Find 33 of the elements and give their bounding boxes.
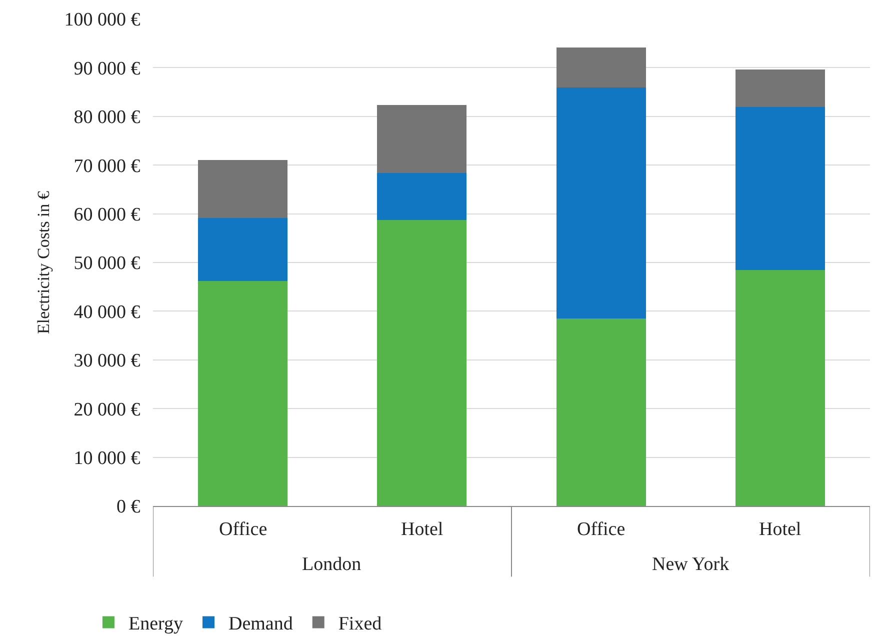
x-tick-label: Hotel [401, 519, 444, 540]
bar [377, 220, 467, 506]
bar [556, 318, 646, 506]
y-tick-label: 90 000 € [74, 58, 141, 80]
legend-label: Fixed [338, 614, 382, 635]
y-tick-label: 40 000 € [74, 302, 141, 323]
y-tick-label: 10 000 € [74, 448, 141, 469]
y-axis-title: Electricity Costs in € [34, 190, 53, 334]
y-tick-label: 100 000 € [64, 10, 141, 31]
bar [736, 270, 826, 506]
x-tick-label: Office [577, 519, 626, 540]
y-tick-label: 50 000 € [74, 253, 141, 274]
bar [198, 218, 288, 282]
y-tick-label: 70 000 € [74, 156, 141, 177]
bar [556, 88, 646, 319]
text: New York [652, 554, 730, 575]
legend-label: Energy [128, 614, 184, 635]
y-tick-label: 20 000 € [74, 399, 141, 420]
x-tick-label: Office [219, 519, 268, 540]
text: London [302, 554, 362, 575]
bar [377, 105, 467, 173]
y-tick-label: 60 000 € [74, 204, 141, 226]
x-tick-label: Hotel [759, 519, 802, 540]
bar [198, 160, 288, 218]
bar [556, 48, 646, 88]
y-tick-label: 80 000 € [74, 107, 141, 128]
y-tick-label: 0 € [116, 496, 141, 518]
legend-label: Demand [228, 614, 294, 635]
bar [736, 70, 826, 108]
bar [377, 172, 467, 220]
y-tick-label: 30 000 € [74, 350, 141, 372]
bar [736, 107, 826, 270]
bar [198, 281, 288, 506]
